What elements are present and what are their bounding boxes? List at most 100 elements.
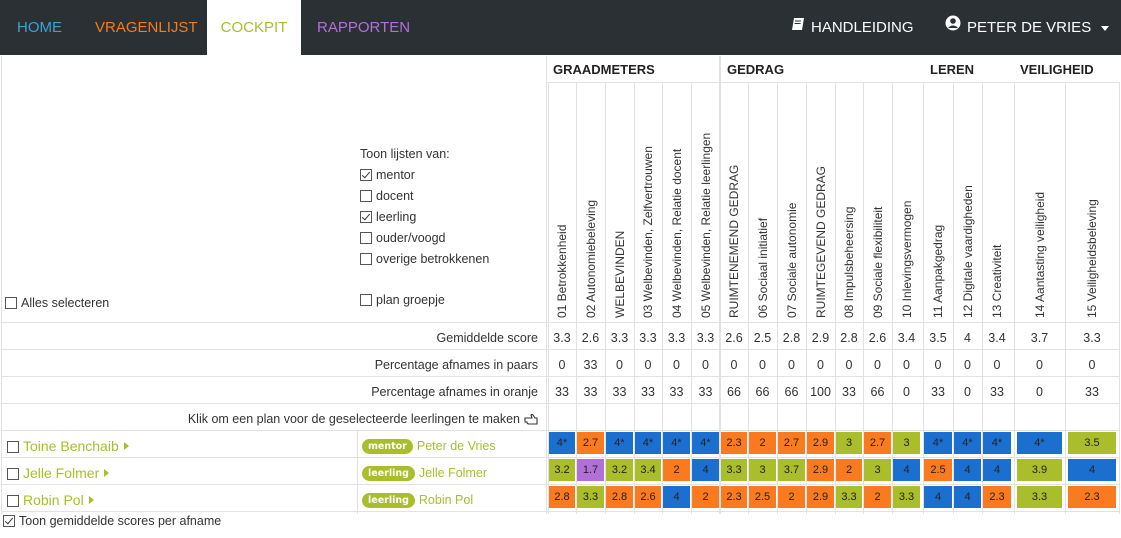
score-cell[interactable]: 2.9	[807, 486, 834, 508]
filter-option-overige-betrokkenen[interactable]: overige betrokkenen	[360, 251, 489, 267]
column-divider	[777, 82, 778, 514]
score-cell[interactable]: 2	[836, 459, 862, 481]
show-avg-scores-checkbox[interactable]	[3, 515, 15, 527]
student-name-link[interactable]: Jelle Folmer	[7, 464, 110, 482]
stat-value: 0	[558, 358, 566, 372]
stat-value: 3.4	[897, 331, 916, 345]
score-cell[interactable]: 4	[1068, 459, 1116, 481]
score-cell[interactable]: 2.3	[1068, 486, 1116, 508]
student-name-link[interactable]: Robin Pol	[7, 491, 94, 509]
score-cell[interactable]: 3	[893, 432, 920, 454]
filter-option-docent[interactable]: docent	[360, 188, 414, 204]
score-cell[interactable]: 4	[692, 459, 719, 481]
stat-value: 0	[788, 358, 795, 372]
score-cell[interactable]: 2	[864, 486, 891, 508]
score-cell[interactable]: 2.7	[577, 432, 604, 454]
score-cell[interactable]: 3.3	[577, 486, 604, 508]
score-cell[interactable]: 3.4	[635, 459, 661, 481]
filter-option-mentor[interactable]: mentor	[360, 167, 415, 183]
score-cell[interactable]: 2.7	[778, 432, 805, 454]
score-cell[interactable]: 4*	[954, 432, 981, 454]
filter-option-ouder-voogd[interactable]: ouder/voogd	[360, 230, 446, 246]
select-all-checkbox[interactable]	[5, 297, 17, 309]
score-cell[interactable]: 2.3	[983, 486, 1011, 508]
nav-vragenlijst[interactable]: VRAGENLIJST	[95, 19, 198, 36]
score-cell[interactable]: 1.7	[577, 459, 604, 481]
score-cell[interactable]: 2.9	[807, 459, 834, 481]
score-cell[interactable]: 3	[864, 459, 891, 481]
stat-value: 66	[727, 385, 741, 399]
score-cell[interactable]: 3.3	[893, 486, 920, 508]
column-header: 10 Inlevingsvermogen	[899, 200, 914, 318]
score-cell[interactable]: 2	[749, 432, 776, 454]
score-cell[interactable]: 3	[836, 432, 862, 454]
score-cell[interactable]: 2.5	[924, 459, 952, 481]
score-cell[interactable]: 2.3	[721, 486, 747, 508]
plan-groepje-option[interactable]: plan groepje	[360, 292, 445, 308]
score-cell[interactable]: 2	[778, 486, 805, 508]
nav-rapporten[interactable]: RAPPORTEN	[317, 19, 411, 36]
stat-value: 3.3	[1083, 331, 1101, 345]
group-gedrag: GEDRAG	[727, 62, 785, 77]
score-cell[interactable]: 3.3	[836, 486, 862, 508]
score-cell[interactable]: 2.7	[864, 432, 891, 454]
column-divider	[806, 82, 807, 514]
score-cell[interactable]: 4	[954, 459, 981, 481]
score-cell[interactable]: 3.3	[1017, 486, 1062, 508]
user-menu[interactable]: PETER DE VRIES	[945, 0, 1110, 55]
score-cell[interactable]: 4	[663, 486, 690, 508]
score-cell[interactable]: 4*	[606, 432, 633, 454]
filter-checkbox[interactable]	[360, 211, 372, 223]
score-cell[interactable]: 4*	[692, 432, 719, 454]
score-cell[interactable]: 3.7	[778, 459, 805, 481]
student-checkbox[interactable]	[7, 495, 19, 507]
score-cell[interactable]: 3.2	[549, 459, 575, 481]
score-cell[interactable]: 4*	[635, 432, 661, 454]
filter-checkbox[interactable]	[360, 253, 372, 265]
filter-checkbox[interactable]	[360, 232, 372, 244]
student-checkbox[interactable]	[7, 468, 19, 480]
score-cell[interactable]: 2.5	[749, 486, 776, 508]
score-cell[interactable]: 4	[954, 486, 981, 508]
score-cell[interactable]: 4*	[924, 432, 952, 454]
group-leren: LEREN	[930, 62, 975, 77]
filter-checkbox[interactable]	[360, 190, 372, 202]
score-cell[interactable]: 4*	[983, 432, 1011, 454]
row-divider	[1, 457, 1119, 458]
score-cell[interactable]: 3.5	[1068, 432, 1116, 454]
score-cell[interactable]: 4	[924, 486, 952, 508]
score-cell[interactable]: 2.8	[549, 486, 575, 508]
score-cell[interactable]: 2	[692, 486, 719, 508]
filter-checkbox[interactable]	[360, 169, 372, 181]
score-cell[interactable]: 4	[893, 459, 920, 481]
nav-handleiding[interactable]: HANDLEIDING	[791, 0, 914, 55]
student-name-link[interactable]: Toine Benchaib	[7, 437, 129, 455]
score-cell[interactable]: 3.3	[721, 459, 747, 481]
column-header: RUIMTENEMEND GEDRAG	[727, 164, 741, 318]
score-cell[interactable]: 3	[749, 459, 776, 481]
nav-cockpit[interactable]: COCKPIT	[207, 0, 301, 55]
score-cell[interactable]: 3.2	[606, 459, 633, 481]
student-checkbox[interactable]	[7, 441, 19, 453]
nav-home[interactable]: HOME	[17, 19, 62, 36]
stat-value: 0	[903, 358, 910, 372]
score-cell[interactable]: 4*	[549, 432, 575, 454]
make-plan-link[interactable]: Klik om een plan voor de geselecteerde l…	[188, 410, 538, 428]
stat-value: 2.6	[868, 331, 887, 345]
score-cell[interactable]: 2	[663, 459, 690, 481]
score-cell[interactable]: 4*	[663, 432, 690, 454]
options-title: Toon lijsten van:	[360, 147, 450, 161]
score-cell[interactable]: 3.9	[1017, 459, 1062, 481]
select-all[interactable]: Alles selecteren	[5, 296, 109, 310]
plan-groepje-checkbox[interactable]	[360, 294, 372, 306]
score-cell[interactable]: 4*	[1017, 432, 1062, 454]
score-cell[interactable]: 2.6	[635, 486, 661, 508]
score-cell[interactable]: 2.8	[606, 486, 633, 508]
show-avg-scores[interactable]: Toon gemiddelde scores per afname	[3, 514, 221, 528]
score-cell[interactable]: 2.9	[807, 432, 834, 454]
column-header: 14 Aantasting veiligheid	[1032, 191, 1047, 318]
score-cell[interactable]: 4	[983, 459, 1011, 481]
score-cell[interactable]: 2.3	[721, 432, 747, 454]
stat-value: 0	[673, 358, 680, 372]
filter-option-leerling[interactable]: leerling	[360, 209, 416, 225]
